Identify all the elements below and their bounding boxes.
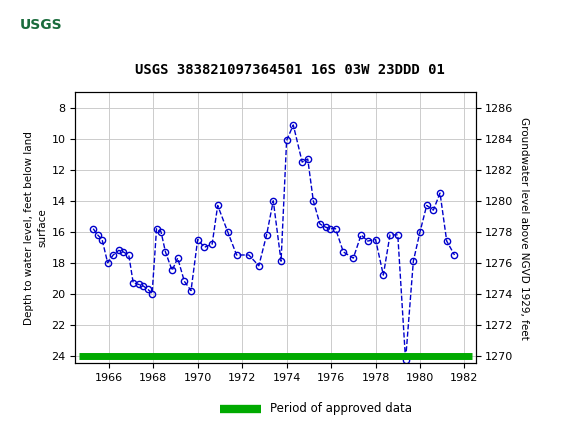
Text: Period of approved data: Period of approved data — [270, 402, 412, 415]
Y-axis label: Depth to water level, feet below land
surface: Depth to water level, feet below land su… — [24, 131, 47, 325]
Y-axis label: Groundwater level above NGVD 1929, feet: Groundwater level above NGVD 1929, feet — [519, 117, 530, 339]
Text: ≈: ≈ — [3, 11, 11, 21]
Text: USGS: USGS — [19, 18, 62, 32]
FancyBboxPatch shape — [3, 4, 78, 46]
Text: USGS 383821097364501 16S 03W 23DDD 01: USGS 383821097364501 16S 03W 23DDD 01 — [135, 63, 445, 77]
